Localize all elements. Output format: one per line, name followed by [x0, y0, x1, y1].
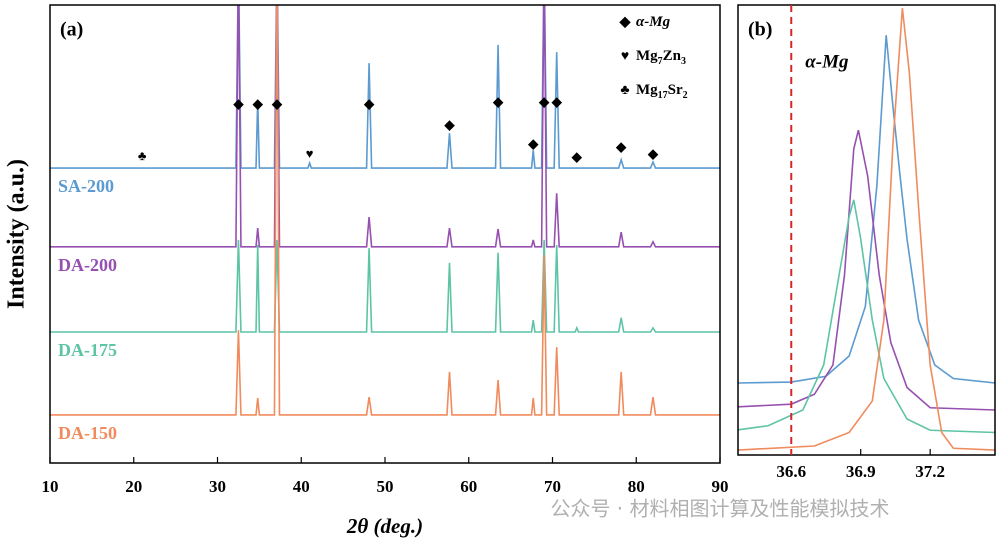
legend-label-part: 2: [683, 90, 688, 101]
legend-label-part: Zn: [663, 48, 682, 64]
series-label: SA-200: [58, 176, 114, 196]
x-tick-label: 36.6: [776, 462, 806, 481]
line-series: [50, 5, 720, 416]
legend-symbol: ♥: [621, 49, 629, 64]
line-series: [738, 35, 995, 384]
peak-marker: ◆: [551, 94, 563, 109]
x-axis-title: 2θ (deg.): [346, 514, 423, 538]
line-series: [50, 239, 720, 333]
legend-label: α-Mg: [636, 14, 671, 30]
x-tick-label: 40: [293, 477, 310, 496]
x-tick-label: 50: [377, 477, 394, 496]
x-tick-label: 20: [125, 477, 142, 496]
peak-marker: ◆: [443, 117, 455, 132]
peak-marker: ♣: [138, 148, 147, 163]
series-label: DA-150: [58, 423, 117, 443]
x-tick-label: 80: [628, 477, 645, 496]
peak-marker: ◆: [232, 96, 244, 111]
watermark: 公众号 · 材料相图计算及性能模拟技术: [550, 497, 889, 521]
legend-label-part: Mg: [636, 48, 658, 64]
x-tick-label: 36.9: [846, 462, 876, 481]
peak-marker: ♥: [306, 146, 314, 161]
legend-symbol: ♣: [620, 83, 629, 98]
peak-marker: ◆: [538, 94, 550, 109]
y-axis-title: Intensity (a.u.): [4, 159, 30, 309]
peak-marker: ◆: [571, 149, 583, 164]
legend-label-part: 7: [658, 56, 663, 67]
series-label: DA-175: [58, 340, 117, 360]
x-tick-label: 37.2: [915, 462, 945, 481]
x-tick-label: 10: [42, 477, 59, 496]
legend-label-part: Mg: [636, 82, 658, 98]
line-series: [738, 129, 995, 411]
peak-marker: ◆: [252, 96, 264, 111]
panel-label: (a): [60, 19, 83, 41]
legend-label-part: Sr: [668, 82, 683, 98]
peak-marker: ◆: [527, 136, 539, 151]
line-series: [50, 5, 720, 169]
peak-marker: ◆: [271, 96, 283, 111]
x-tick-label: 30: [209, 477, 226, 496]
reference-label: α-Mg: [805, 51, 848, 72]
legend-symbol: ◆: [619, 15, 632, 30]
peak-marker: ◆: [492, 94, 504, 109]
legend-label-part: α-Mg: [636, 14, 671, 30]
peak-marker: ◆: [363, 96, 375, 111]
plot-frame: [737, 4, 996, 456]
x-tick-label: 90: [712, 477, 729, 496]
series-label: DA-200: [58, 255, 117, 275]
line-series: [738, 8, 995, 451]
legend-label: Mg7Zn3: [636, 48, 686, 67]
x-tick-label: 60: [460, 477, 477, 496]
legend-label: Mg17Sr2: [636, 82, 688, 101]
peak-marker: ◆: [615, 139, 627, 154]
legend-label-part: 3: [681, 56, 686, 67]
x-tick-label: 70: [544, 477, 561, 496]
line-series: [50, 5, 720, 248]
line-series: [738, 199, 995, 434]
legend-label-part: 17: [658, 90, 668, 101]
panel-label: (b): [748, 19, 772, 41]
peak-marker: ◆: [647, 146, 659, 161]
